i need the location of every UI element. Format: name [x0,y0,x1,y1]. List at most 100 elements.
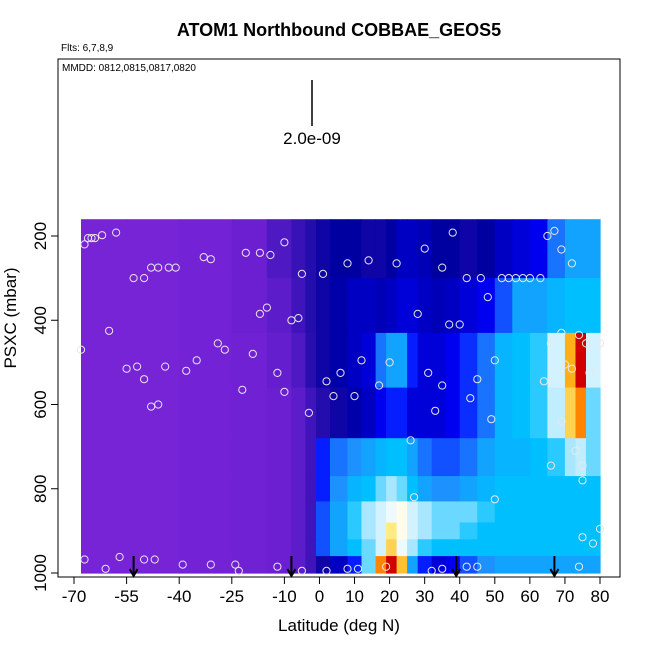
observation-point [466,394,475,403]
arrow-head [128,568,139,579]
heatmap-cell [361,387,377,439]
heatmap-cell [512,501,531,524]
heatmap-cell [477,438,496,477]
heatmap-cell [417,219,433,279]
heatmap-cell [477,332,496,389]
heatmap-cell [179,438,233,477]
observation-point [115,552,124,562]
heatmap-cell [305,522,317,540]
observation-point [413,309,422,318]
heatmap-cell [459,501,478,524]
observation-point [343,259,352,268]
observation-point [322,566,331,576]
heatmap-cell [179,539,233,557]
heatmap-cell [231,438,268,477]
observation-point [595,524,605,533]
observation-point [382,562,391,571]
heatmap-cell [231,539,268,557]
observation-point [80,240,89,249]
x-tick-label: 50 [485,587,504,606]
heatmap-cell [564,501,576,524]
heatmap-cell [126,332,180,389]
observation-point [262,303,271,312]
observation-point [133,362,142,371]
heatmap-cell [386,387,398,439]
observation-point [574,562,584,571]
heatmap-cell [347,539,363,557]
observation-point [536,274,545,283]
heatmap-cell [477,278,496,334]
observation-point [80,555,89,564]
heatmap-cell [459,539,478,557]
heatmap-cell [316,556,331,574]
heatmap-cell [407,278,419,334]
heatmap-cell [291,438,306,477]
heatmap-cell [494,476,513,502]
heatmap-cell [417,501,433,524]
heatmap-cell [477,522,496,540]
heatmap-cell [512,539,531,557]
heatmap-cell [81,522,128,540]
arrow-head [451,568,462,579]
heatmap-cell [347,278,363,334]
observation-point [455,320,464,329]
heatmap-cell [375,332,387,389]
observation-point [546,461,556,470]
observation-point [266,250,275,260]
observation-point [105,326,114,335]
heatmap-cell [575,278,587,334]
heatmap-cell [407,387,419,439]
observation-point [238,385,247,394]
heatmap-cell [431,438,447,477]
heatmap-cell [529,522,548,540]
x-axis: -70 -55 -40 -25 -10 0 10 20 30 40 50 60 70 80 [62,576,609,606]
observation-point [420,244,429,253]
heatmap-cell [81,332,128,389]
observation-point [588,539,598,548]
observation-point [90,234,100,243]
heatmap-cell [305,387,317,439]
observation-point [560,360,570,369]
heatmap-cell [564,522,576,540]
heatmap-cell [396,332,408,389]
heatmap-cell [431,476,447,502]
heatmap-cell [375,522,387,540]
arrow-head [286,568,297,579]
heatmap-cell [417,476,433,502]
heatmap-cell [81,278,128,334]
observation-point [140,555,149,564]
heatmap-cell [375,219,387,279]
heatmap-cell [407,438,419,477]
observation-point [473,562,482,571]
x-tick-label: 20 [380,587,399,606]
observation-point [87,234,96,243]
observation-point [129,274,138,283]
heatmap-cell [266,332,292,389]
heatmap-cell [126,387,180,439]
observation-point [550,226,559,235]
heatmap-cell [266,278,292,334]
heatmap-cell [564,332,576,389]
heatmap-cell [407,332,419,389]
heatmap-cell [459,438,478,477]
heatmap-cell [305,278,317,334]
heatmap-cell [586,501,601,524]
heatmap-cell [231,556,268,574]
heatmap-cell [417,539,433,557]
observation-point [171,263,180,272]
heatmap-cell [586,476,601,502]
y-tick-label: 600 [31,390,50,418]
observation-point [248,349,257,358]
heatmap-cell [179,476,233,502]
heatmap-cell [417,438,433,477]
heatmap-cell [330,387,349,439]
heatmap-cell [361,332,377,389]
heatmap-cell [564,278,576,334]
heatmap-cell [407,219,419,279]
heatmap-cell [459,332,478,389]
heatmap-cell [494,522,513,540]
heatmap-cell [81,387,128,439]
heatmap-cell [231,387,268,439]
heatmap-cell [386,278,398,334]
heatmap-cell [407,539,419,557]
